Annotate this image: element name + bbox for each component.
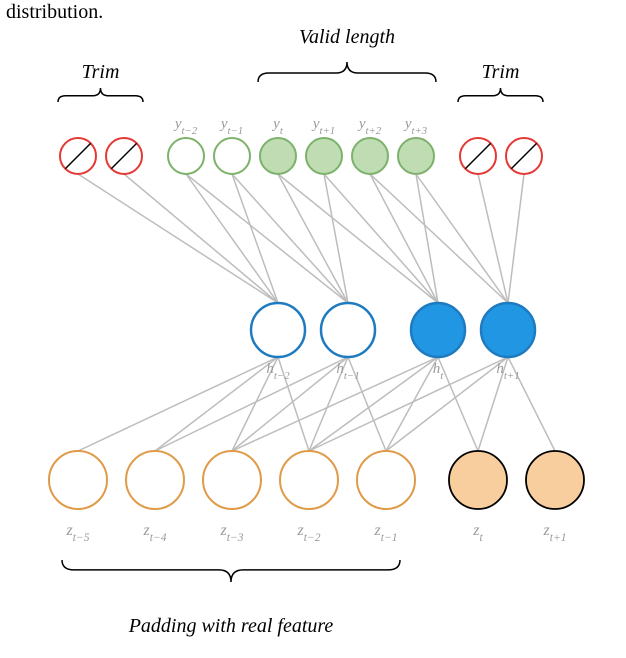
y-node-fill [260,138,296,174]
label-trim-right: Trim [482,61,520,83]
h-node [481,303,535,357]
edge-mid-top [478,174,508,303]
y-label: yt+3 [403,116,428,137]
edge-mid-top [232,174,348,303]
z-node [526,451,584,509]
y-node-fill [306,138,342,174]
y-node-open [168,138,204,174]
z-label: zt−5 [66,522,90,544]
edge-mid-top [186,174,348,303]
edge-mid-bot [386,357,508,451]
edge-mid-top [278,174,348,303]
edge-mid-top [416,174,508,303]
z-label: zt+1 [543,522,567,544]
z-label: zt−1 [374,522,398,544]
y-label: yt−2 [173,116,198,137]
edge-mid-bot [438,357,478,451]
h-label: ht−2 [266,361,290,382]
y-label: yt−1 [219,116,243,137]
z-label: zt [472,522,483,544]
h-node [321,303,375,357]
edge-mid-bot [78,357,278,451]
brace-padding [62,560,400,582]
y-label: yt+2 [357,116,382,137]
z-node [203,451,261,509]
edge-mid-top [78,174,278,303]
top-text: distribution. [6,1,103,23]
edge-mid-top [186,174,278,303]
y-label: yt [271,116,284,137]
y-label: yt+1 [311,116,335,137]
y-node-fill [398,138,434,174]
edge-mid-top [508,174,524,303]
label-trim-left: Trim [82,61,120,83]
h-label: ht [433,361,445,382]
label-valid: Valid length [299,26,395,48]
z-label: zt−3 [220,522,244,544]
z-node [49,451,107,509]
z-node [357,451,415,509]
brace-trim-right [458,88,543,102]
z-node [280,451,338,509]
edge-mid-bot [155,357,348,451]
z-label: zt−2 [297,522,321,544]
brace-trim-left [58,88,143,102]
brace-valid [258,62,436,82]
z-node [449,451,507,509]
y-node-open [214,138,250,174]
edge-mid-top [324,174,348,303]
z-node [126,451,184,509]
z-label: zt−4 [143,522,167,544]
label-padding: Padding with real feature [128,615,334,637]
edge-mid-top [370,174,508,303]
h-label: ht+1 [496,361,519,382]
h-node [411,303,465,357]
edge-mid-top [278,174,438,303]
edge-mid-bot [386,357,438,451]
edge-mid-bot [155,357,278,451]
y-node-fill [352,138,388,174]
h-label: ht−1 [336,361,359,382]
h-node [251,303,305,357]
